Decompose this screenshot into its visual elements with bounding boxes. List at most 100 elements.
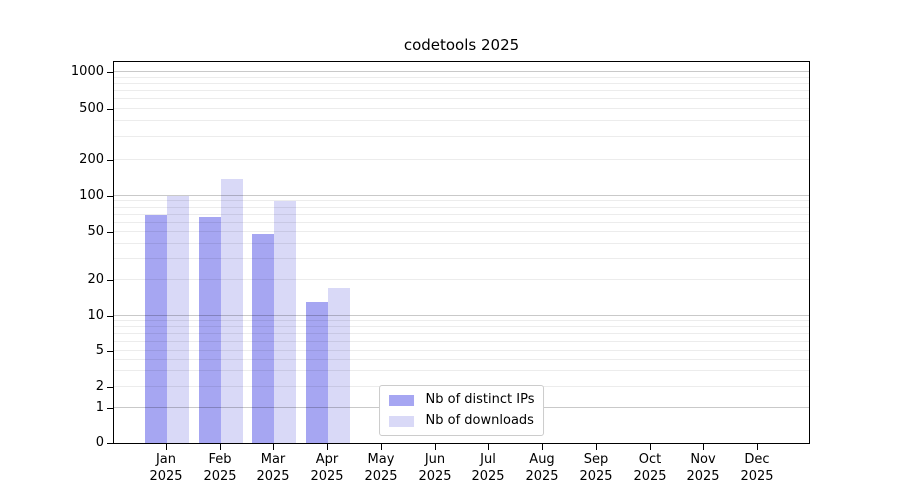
x-tick-mark (650, 444, 651, 450)
x-tick-mark (703, 444, 704, 450)
y-tick-mark (107, 316, 113, 317)
x-tick-month: Jun (424, 452, 446, 467)
x-tick-year: 2025 (256, 469, 290, 484)
x-tick-label-sep: Sep 2025 (566, 451, 626, 485)
y-tick-label-2: 2 (95, 379, 104, 394)
y-tick-label-500: 500 (79, 101, 104, 116)
legend-label: Nb of downloads (425, 413, 534, 428)
x-tick-month: Jan (155, 452, 177, 467)
legend-swatch (388, 394, 414, 406)
x-tick-year: 2025 (364, 469, 398, 484)
legend: Nb of distinct IPs Nb of downloads (378, 385, 545, 436)
x-tick-label-feb: Feb 2025 (190, 451, 250, 485)
x-tick-mark (273, 444, 274, 450)
gridline-500 (114, 108, 809, 109)
x-tick-month: Feb (208, 452, 232, 467)
x-tick-month: Mar (260, 452, 286, 467)
x-tick-year: 2025 (686, 469, 720, 484)
gridline-900 (114, 77, 809, 78)
x-tick-year: 2025 (203, 469, 237, 484)
bar-downloads-mar (274, 201, 296, 443)
y-tick-label-10: 10 (87, 308, 104, 323)
gridline-600 (114, 98, 809, 99)
x-tick-year: 2025 (418, 469, 452, 484)
y-tick-label-200: 200 (79, 152, 104, 167)
x-tick-year: 2025 (471, 469, 505, 484)
bar-downloads-jan (167, 196, 189, 443)
x-tick-label-apr: Apr 2025 (297, 451, 357, 485)
x-tick-label-oct: Oct 2025 (620, 451, 680, 485)
bar-downloads-feb (221, 179, 243, 443)
gridline-100 (114, 195, 809, 196)
x-tick-mark (757, 444, 758, 450)
x-tick-month: Dec (744, 452, 770, 467)
legend-label: Nb of distinct IPs (425, 392, 535, 407)
bar-distinct-ips-jan (145, 215, 167, 443)
x-tick-month: Jul (480, 452, 496, 467)
x-tick-mark (596, 444, 597, 450)
bar-distinct-ips-mar (252, 234, 274, 443)
y-tick-mark (107, 196, 113, 197)
y-tick-label-1: 1 (95, 400, 104, 415)
x-tick-month: May (367, 452, 395, 467)
legend-swatch (388, 415, 414, 427)
y-tick-mark (107, 351, 113, 352)
y-tick-mark (107, 232, 113, 233)
bar-distinct-ips-feb (199, 217, 221, 443)
y-tick-label-5: 5 (95, 343, 104, 358)
y-tick-label-50: 50 (87, 224, 104, 239)
y-tick-mark (107, 387, 113, 388)
gridline-700 (114, 90, 809, 91)
y-tick-mark (107, 160, 113, 161)
x-tick-year: 2025 (310, 469, 344, 484)
y-tick-mark (107, 72, 113, 73)
legend-item-distinct-ips: Nb of distinct IPs (388, 392, 535, 407)
x-tick-label-dec: Dec 2025 (727, 451, 787, 485)
y-tick-label-1000: 1000 (70, 64, 104, 79)
x-tick-month: Aug (529, 452, 555, 467)
x-tick-label-may: May 2025 (351, 451, 411, 485)
x-tick-year: 2025 (579, 469, 613, 484)
x-tick-mark (488, 444, 489, 450)
gridline-800 (114, 83, 809, 84)
gridline-400 (114, 120, 809, 121)
x-tick-mark (381, 444, 382, 450)
x-tick-mark (166, 444, 167, 450)
y-tick-mark (107, 408, 113, 409)
x-tick-month: Apr (315, 452, 339, 467)
bar-distinct-ips-apr (306, 302, 328, 443)
gridline-70 (114, 214, 809, 215)
x-tick-year: 2025 (633, 469, 667, 484)
gridline-300 (114, 136, 809, 137)
x-tick-mark (542, 444, 543, 450)
x-tick-mark (435, 444, 436, 450)
x-tick-label-jul: Jul 2025 (458, 451, 518, 485)
gridline-1000 (114, 71, 809, 72)
x-tick-month: Oct (638, 452, 662, 467)
x-tick-label-nov: Nov 2025 (673, 451, 733, 485)
x-tick-label-mar: Mar 2025 (243, 451, 303, 485)
x-tick-year: 2025 (149, 469, 183, 484)
bar-downloads-apr (328, 288, 350, 443)
x-tick-label-jun: Jun 2025 (405, 451, 465, 485)
gridline-90 (114, 200, 809, 201)
legend-item-downloads: Nb of downloads (388, 413, 535, 428)
x-tick-mark (220, 444, 221, 450)
y-tick-mark (107, 109, 113, 110)
y-tick-label-20: 20 (87, 272, 104, 287)
x-tick-mark (327, 444, 328, 450)
y-tick-label-100: 100 (79, 188, 104, 203)
x-tick-year: 2025 (740, 469, 774, 484)
y-tick-mark (107, 443, 113, 444)
plot-area: Nb of distinct IPs Nb of downloads (113, 61, 810, 444)
gridline-80 (114, 207, 809, 208)
x-tick-label-aug: Aug 2025 (512, 451, 572, 485)
chart-title: codetools 2025 (403, 36, 520, 54)
y-tick-mark (107, 280, 113, 281)
x-tick-label-jan: Jan 2025 (136, 451, 196, 485)
x-tick-month: Nov (690, 452, 716, 467)
gridline-200 (114, 159, 809, 160)
x-tick-month: Sep (583, 452, 609, 467)
y-tick-label-0: 0 (95, 435, 104, 450)
